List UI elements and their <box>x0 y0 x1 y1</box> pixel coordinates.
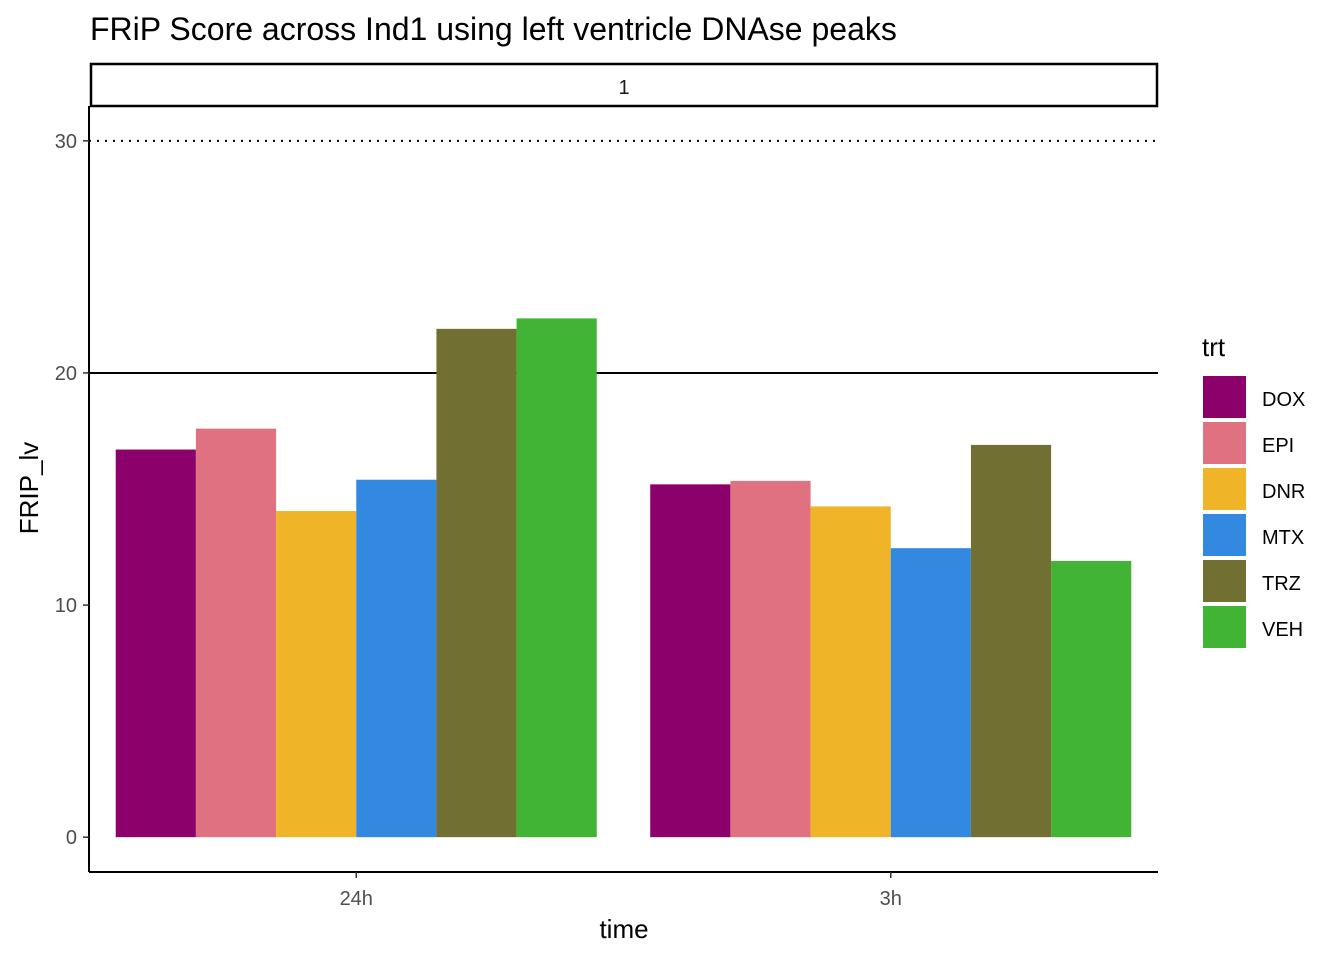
bar-veh-3h <box>1051 560 1132 838</box>
bar-epi-3h <box>730 480 811 838</box>
bar-trz-24h <box>436 328 517 838</box>
legend-label-veh: VEH <box>1262 619 1303 641</box>
y-axis-ticks: 0 10 20 30 <box>55 131 89 849</box>
legend: DOX EPI DNR MTX TRZ VEH <box>1203 376 1305 648</box>
y-tick-label: 10 <box>55 595 77 617</box>
legend-key-dox <box>1203 376 1246 418</box>
legend-title: trt <box>1202 332 1226 362</box>
bar-trz-3h <box>970 444 1052 838</box>
bar-dnr-3h <box>810 506 891 838</box>
bar-epi-24h <box>195 428 277 838</box>
bars <box>115 318 1132 838</box>
x-axis-title: time <box>599 914 648 944</box>
facet-strip <box>89 62 1159 108</box>
chart-title: FRiP Score across Ind1 using left ventri… <box>90 11 897 47</box>
bar-mtx-24h <box>356 479 437 838</box>
legend-label-trz: TRZ <box>1262 573 1301 595</box>
legend-key-epi <box>1203 422 1246 464</box>
legend-key-mtx <box>1203 514 1246 556</box>
legend-label-mtx: MTX <box>1262 527 1304 549</box>
legend-key-dnr <box>1203 468 1246 510</box>
bar-dox-3h <box>650 484 731 838</box>
bar-dnr-24h <box>276 511 357 838</box>
bar-dox-24h <box>115 449 196 838</box>
x-tick-label: 24h <box>340 888 373 910</box>
y-tick-label: 20 <box>55 363 77 385</box>
legend-label-dox: DOX <box>1262 389 1305 411</box>
x-tick-label: 3h <box>880 888 902 910</box>
y-tick-label: 30 <box>55 131 77 153</box>
facet-strip-label: 1 <box>618 77 629 99</box>
legend-label-dnr: DNR <box>1262 481 1305 503</box>
bar-mtx-3h <box>890 548 971 838</box>
reference-lines <box>89 139 1158 374</box>
x-axis-ticks: 24h 3h <box>340 872 902 910</box>
y-axis-title: FRIP_lv <box>14 442 44 534</box>
legend-key-trz <box>1203 560 1246 602</box>
bar-veh-24h <box>516 318 597 838</box>
y-tick-label: 0 <box>66 827 77 849</box>
legend-key-veh <box>1203 606 1246 648</box>
legend-label-epi: EPI <box>1262 435 1294 457</box>
